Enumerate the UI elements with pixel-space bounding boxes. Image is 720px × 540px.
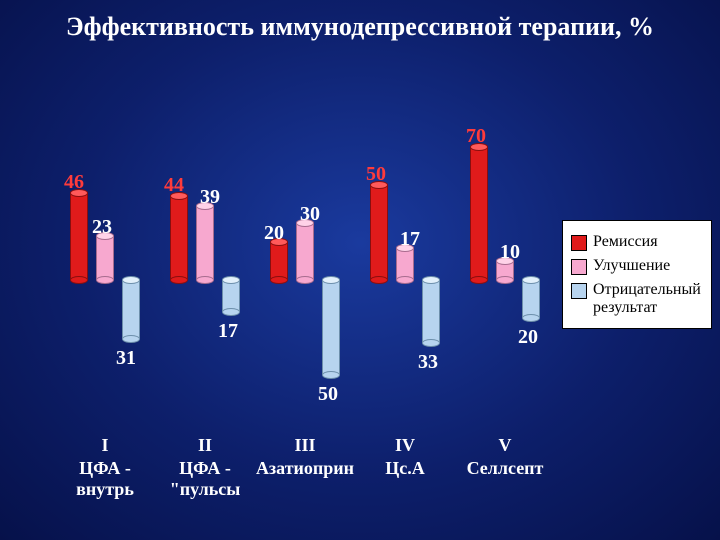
- axis-label: Селлсепт: [455, 458, 555, 479]
- axis-label: ЦФА - "пульсы: [155, 458, 255, 500]
- bar-improvement: [296, 223, 314, 280]
- value-label: 39: [200, 186, 220, 209]
- value-label: 20: [264, 222, 284, 245]
- value-label: 10: [500, 241, 520, 264]
- axis-label: Азатиоприн: [255, 458, 355, 479]
- value-label: 20: [518, 326, 538, 349]
- chart-area: 462331443917203050501733701020: [40, 130, 550, 430]
- value-label: 50: [366, 163, 386, 186]
- axis-label: Цс.А: [355, 458, 455, 479]
- axis-roman: V: [455, 435, 555, 456]
- bar-remission: [70, 193, 88, 280]
- value-label: 44: [164, 174, 184, 197]
- group: 501733: [370, 130, 440, 430]
- legend-text: Отрицательный результат: [593, 281, 703, 316]
- legend-swatch: [571, 283, 587, 299]
- bar-improvement: [196, 206, 214, 280]
- bar-remission: [470, 147, 488, 280]
- legend: Ремиссия Улучшение Отрицательный результат: [562, 220, 712, 329]
- axis-roman: I: [55, 435, 155, 456]
- bar-remission: [170, 196, 188, 280]
- group: 701020: [470, 130, 540, 430]
- value-label: 30: [300, 203, 320, 226]
- value-label: 46: [64, 171, 84, 194]
- axis-roman: II: [155, 435, 255, 456]
- legend-text: Улучшение: [593, 257, 670, 275]
- value-label: 33: [418, 351, 438, 374]
- bar-negative: [422, 280, 440, 343]
- legend-text: Ремиссия: [593, 233, 658, 251]
- value-label: 17: [400, 228, 420, 251]
- legend-item: Отрицательный результат: [571, 281, 703, 316]
- value-label: 50: [318, 383, 338, 406]
- value-label: 31: [116, 347, 136, 370]
- group: 443917: [170, 130, 240, 430]
- bar-negative: [122, 280, 140, 339]
- axis-roman: IV: [355, 435, 455, 456]
- bar-improvement: [96, 236, 114, 280]
- bar-improvement: [396, 248, 414, 280]
- bar-negative: [322, 280, 340, 375]
- legend-item: Улучшение: [571, 257, 703, 275]
- legend-item: Ремиссия: [571, 233, 703, 251]
- bar-negative: [522, 280, 540, 318]
- group: 462331: [70, 130, 140, 430]
- chart-title: Эффективность иммунодепрессивной терапии…: [0, 12, 720, 42]
- value-label: 17: [218, 320, 238, 343]
- axis-roman: III: [255, 435, 355, 456]
- legend-swatch: [571, 235, 587, 251]
- value-label: 70: [466, 125, 486, 148]
- value-label: 23: [92, 216, 112, 239]
- axis-label: ЦФА - внутрь: [55, 458, 155, 500]
- bar-remission: [270, 242, 288, 280]
- legend-swatch: [571, 259, 587, 275]
- group: 203050: [270, 130, 340, 430]
- bar-negative: [222, 280, 240, 312]
- bar-remission: [370, 185, 388, 280]
